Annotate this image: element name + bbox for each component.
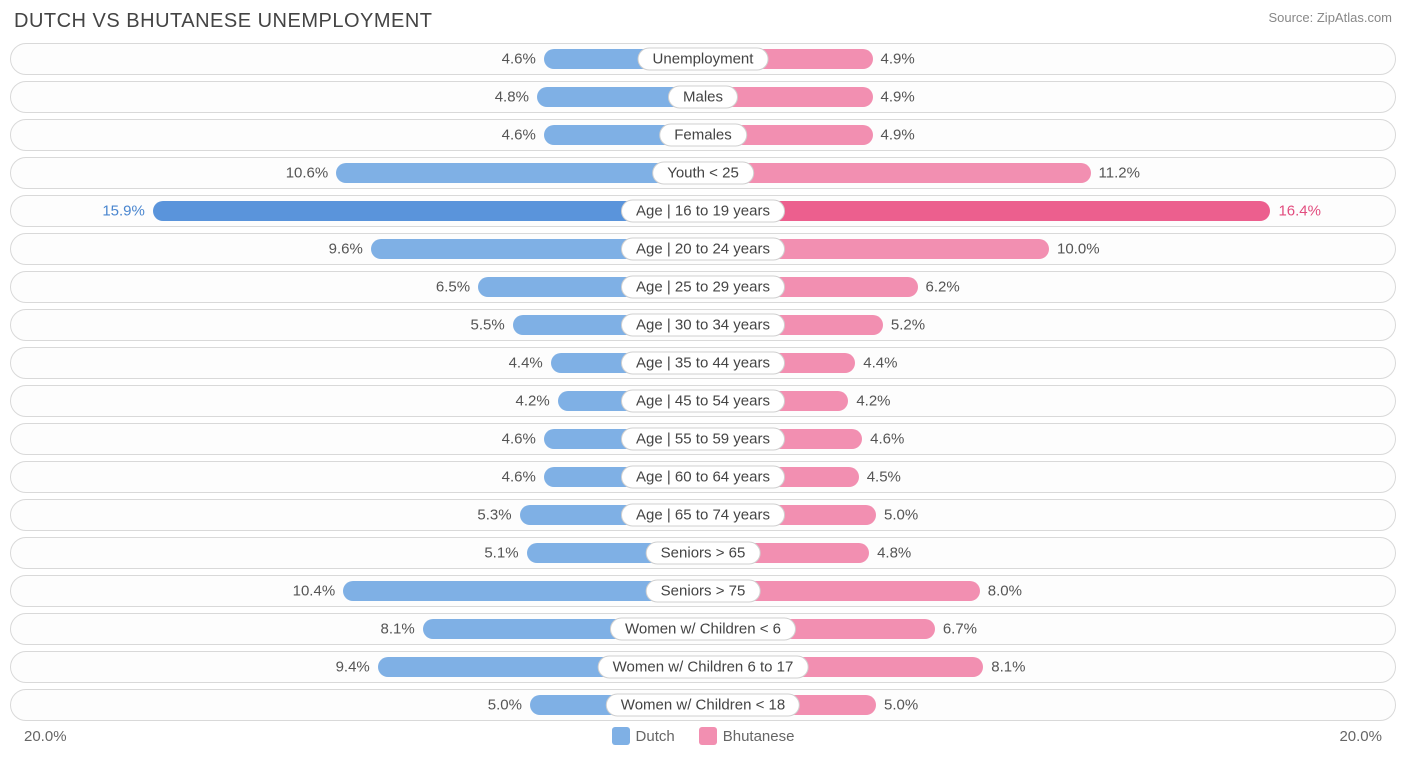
value-right: 4.4% xyxy=(863,355,897,372)
value-left: 10.6% xyxy=(286,165,329,182)
category-label: Women w/ Children < 18 xyxy=(606,694,800,717)
value-left: 4.6% xyxy=(502,431,536,448)
category-label: Age | 16 to 19 years xyxy=(621,200,785,223)
value-left: 9.6% xyxy=(329,241,363,258)
axis-max-right: 20.0% xyxy=(1339,728,1396,745)
value-left: 4.8% xyxy=(495,89,529,106)
category-label: Unemployment xyxy=(638,48,769,71)
value-left: 4.6% xyxy=(502,51,536,68)
category-label: Age | 55 to 59 years xyxy=(621,428,785,451)
value-right: 4.6% xyxy=(870,431,904,448)
value-right: 4.2% xyxy=(856,393,890,410)
bar-right xyxy=(703,201,1270,221)
category-label: Seniors > 75 xyxy=(646,580,761,603)
chart-row: 9.4% 8.1% Women w/ Children 6 to 17 xyxy=(10,651,1396,683)
category-label: Age | 65 to 74 years xyxy=(621,504,785,527)
chart-row: 4.2% 4.2% Age | 45 to 54 years xyxy=(10,385,1396,417)
category-label: Seniors > 65 xyxy=(646,542,761,565)
value-left: 4.6% xyxy=(502,127,536,144)
value-left: 5.1% xyxy=(484,545,518,562)
source-credit: Source: ZipAtlas.com xyxy=(1268,10,1392,25)
legend-item-right: Bhutanese xyxy=(699,727,795,745)
chart-row: 5.5% 5.2% Age | 30 to 34 years xyxy=(10,309,1396,341)
value-left: 15.9% xyxy=(102,203,145,220)
category-label: Youth < 25 xyxy=(652,162,754,185)
category-label: Women w/ Children < 6 xyxy=(610,618,796,641)
chart-row: 6.5% 6.2% Age | 25 to 29 years xyxy=(10,271,1396,303)
value-left: 5.0% xyxy=(488,697,522,714)
value-left: 6.5% xyxy=(436,279,470,296)
category-label: Age | 20 to 24 years xyxy=(621,238,785,261)
category-label: Age | 45 to 54 years xyxy=(621,390,785,413)
legend-label-right: Bhutanese xyxy=(723,728,795,745)
category-label: Age | 30 to 34 years xyxy=(621,314,785,337)
value-right: 6.7% xyxy=(943,621,977,638)
chart-row: 8.1% 6.7% Women w/ Children < 6 xyxy=(10,613,1396,645)
value-left: 5.3% xyxy=(477,507,511,524)
chart-row: 9.6% 10.0% Age | 20 to 24 years xyxy=(10,233,1396,265)
chart-row: 4.8% 4.9% Males xyxy=(10,81,1396,113)
value-right: 4.8% xyxy=(877,545,911,562)
legend-swatch-left xyxy=(612,727,630,745)
value-right: 8.0% xyxy=(988,583,1022,600)
bar-right xyxy=(703,163,1091,183)
value-right: 5.0% xyxy=(884,697,918,714)
chart-row: 5.3% 5.0% Age | 65 to 74 years xyxy=(10,499,1396,531)
value-left: 4.6% xyxy=(502,469,536,486)
legend: Dutch Bhutanese xyxy=(67,727,1340,745)
chart-rows: 4.6% 4.9% Unemployment 4.8% 4.9% Males 4.6% 4.9… xyxy=(10,43,1396,721)
chart-row: 10.4% 8.0% Seniors > 75 xyxy=(10,575,1396,607)
value-right: 5.0% xyxy=(884,507,918,524)
category-label: Age | 25 to 29 years xyxy=(621,276,785,299)
chart-row: 4.6% 4.6% Age | 55 to 59 years xyxy=(10,423,1396,455)
chart-row: 4.4% 4.4% Age | 35 to 44 years xyxy=(10,347,1396,379)
legend-swatch-right xyxy=(699,727,717,745)
category-label: Males xyxy=(668,86,738,109)
legend-label-left: Dutch xyxy=(636,728,675,745)
axis-max-left: 20.0% xyxy=(10,728,67,745)
value-left: 4.4% xyxy=(509,355,543,372)
value-left: 5.5% xyxy=(471,317,505,334)
value-right: 4.9% xyxy=(881,127,915,144)
chart-row: 5.0% 5.0% Women w/ Children < 18 xyxy=(10,689,1396,721)
chart-title: DUTCH VS BHUTANESE UNEMPLOYMENT xyxy=(14,10,433,33)
legend-item-left: Dutch xyxy=(612,727,675,745)
value-left: 8.1% xyxy=(381,621,415,638)
value-right: 11.2% xyxy=(1099,165,1140,182)
chart-row: 5.1% 4.8% Seniors > 65 xyxy=(10,537,1396,569)
value-right: 4.9% xyxy=(881,51,915,68)
category-label: Age | 60 to 64 years xyxy=(621,466,785,489)
chart-row: 4.6% 4.9% Females xyxy=(10,119,1396,151)
chart-row: 10.6% 11.2% Youth < 25 xyxy=(10,157,1396,189)
chart-row: 4.6% 4.5% Age | 60 to 64 years xyxy=(10,461,1396,493)
value-right: 6.2% xyxy=(926,279,960,296)
value-left: 9.4% xyxy=(336,659,370,676)
value-right: 4.5% xyxy=(867,469,901,486)
chart-row: 4.6% 4.9% Unemployment xyxy=(10,43,1396,75)
bar-left xyxy=(336,163,703,183)
category-label: Age | 35 to 44 years xyxy=(621,352,785,375)
category-label: Females xyxy=(659,124,747,147)
value-left: 4.2% xyxy=(515,393,549,410)
chart-row: 15.9% 16.4% Age | 16 to 19 years xyxy=(10,195,1396,227)
category-label: Women w/ Children 6 to 17 xyxy=(598,656,809,679)
value-right: 8.1% xyxy=(991,659,1025,676)
value-right: 5.2% xyxy=(891,317,925,334)
value-right: 10.0% xyxy=(1057,241,1100,258)
value-right: 16.4% xyxy=(1278,203,1321,220)
value-right: 4.9% xyxy=(881,89,915,106)
value-left: 10.4% xyxy=(293,583,336,600)
